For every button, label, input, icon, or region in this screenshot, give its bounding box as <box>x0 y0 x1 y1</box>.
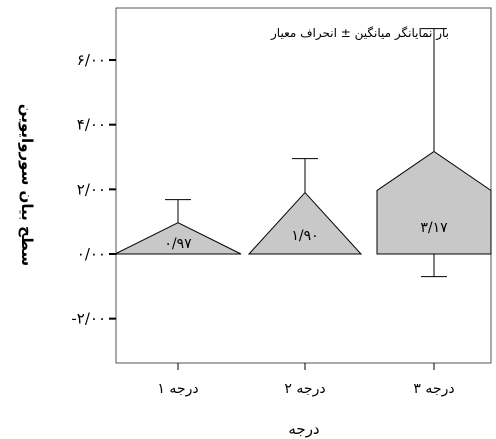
legend-text: بار نمایانگر میانگین ± انحراف معیار <box>270 26 449 41</box>
y-tick-label: -۲/۰۰ <box>71 310 106 328</box>
y-tick-label: ۲/۰۰ <box>77 180 106 198</box>
bar-value-label: ۰/۹۷ <box>164 236 192 252</box>
x-tick-label: درجه ۲ <box>284 381 325 397</box>
bar <box>376 150 492 255</box>
bar-value-label: ۱/۹۰ <box>291 228 318 244</box>
y-tick-label: ۴/۰۰ <box>77 116 106 134</box>
bar-value-label: ۳/۱۷ <box>420 220 448 236</box>
x-tick-label: درجه ۱ <box>157 381 198 397</box>
y-axis-title: سطح بیان سوروایوین <box>18 104 36 266</box>
bar <box>247 191 363 255</box>
x-tick-label: درجه ۳ <box>413 381 454 397</box>
x-axis-title: درجه <box>288 420 319 438</box>
plot-frame <box>115 7 492 364</box>
bar <box>114 222 242 255</box>
y-tick-label: ۶/۰۰ <box>77 51 106 69</box>
y-tick-label: ۰/۰۰ <box>77 245 106 263</box>
